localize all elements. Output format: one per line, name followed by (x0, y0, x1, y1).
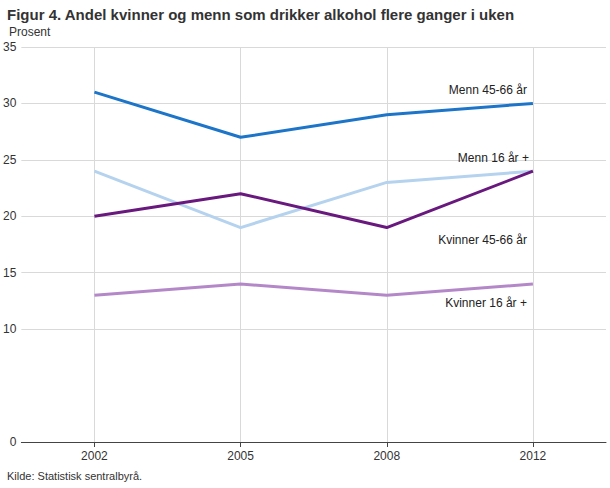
svg-text:2008: 2008 (373, 449, 400, 463)
svg-text:30: 30 (3, 96, 17, 110)
svg-text:Menn 16 år +: Menn 16 år + (458, 151, 529, 165)
svg-text:Kilde: Statistisk sentralbyrå.: Kilde: Statistisk sentralbyrå. (7, 470, 142, 482)
svg-text:35: 35 (3, 40, 17, 54)
svg-text:Kvinner 16 år +: Kvinner 16 år + (445, 296, 527, 310)
svg-text:Kvinner 45-66 år: Kvinner 45-66 år (438, 233, 527, 247)
svg-text:Prosent: Prosent (9, 25, 51, 39)
svg-text:15: 15 (3, 266, 17, 280)
svg-text:Menn 45-66 år: Menn 45-66 år (449, 83, 527, 97)
svg-text:2012: 2012 (520, 449, 547, 463)
svg-text:10: 10 (3, 322, 17, 336)
svg-text:20: 20 (3, 209, 17, 223)
svg-text:0: 0 (10, 435, 17, 449)
svg-text:2002: 2002 (81, 449, 108, 463)
svg-text:Figur 4. Andel kvinner og menn: Figur 4. Andel kvinner og menn som drikk… (7, 6, 514, 23)
svg-text:2005: 2005 (227, 449, 254, 463)
svg-text:25: 25 (3, 153, 17, 167)
